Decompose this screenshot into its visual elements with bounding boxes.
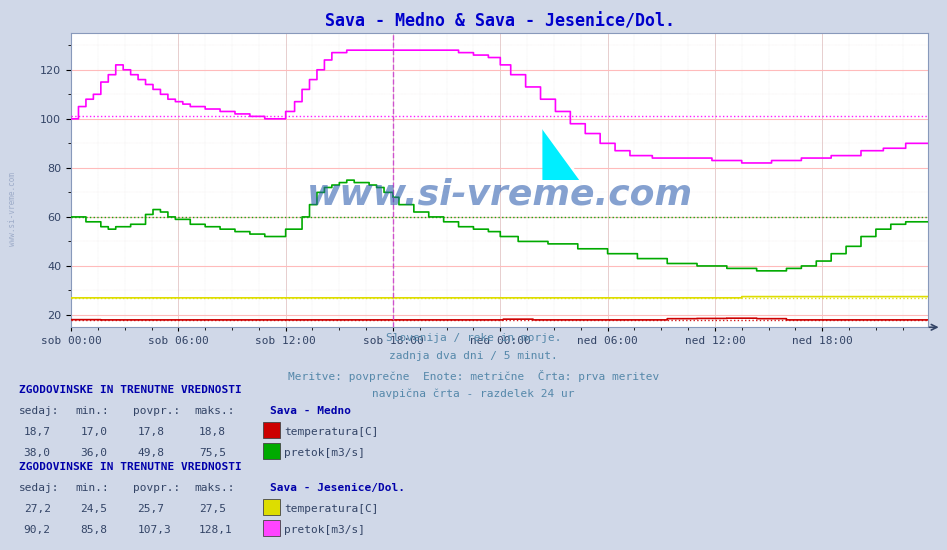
Text: min.:: min.:	[76, 483, 110, 493]
Text: 38,0: 38,0	[24, 448, 51, 458]
Text: sedaj:: sedaj:	[19, 406, 60, 416]
Text: Sava - Jesenice/Dol.: Sava - Jesenice/Dol.	[270, 483, 405, 493]
Text: 75,5: 75,5	[199, 448, 226, 458]
Text: 18,7: 18,7	[24, 427, 51, 437]
Text: www.si-vreme.com: www.si-vreme.com	[8, 172, 17, 246]
Title: Sava - Medno & Sava - Jesenice/Dol.: Sava - Medno & Sava - Jesenice/Dol.	[325, 12, 674, 30]
Text: ZGODOVINSKE IN TRENUTNE VREDNOSTI: ZGODOVINSKE IN TRENUTNE VREDNOSTI	[19, 462, 241, 472]
Text: 25,7: 25,7	[137, 504, 165, 514]
Text: 24,5: 24,5	[80, 504, 108, 514]
Text: 85,8: 85,8	[80, 525, 108, 535]
Text: maks.:: maks.:	[194, 483, 235, 493]
Text: pretok[m3/s]: pretok[m3/s]	[284, 448, 366, 458]
Text: Sava - Medno: Sava - Medno	[270, 406, 351, 416]
Text: 49,8: 49,8	[137, 448, 165, 458]
Text: zadnja dva dni / 5 minut.: zadnja dva dni / 5 minut.	[389, 351, 558, 361]
Text: povpr.:: povpr.:	[133, 406, 180, 416]
Text: 27,2: 27,2	[24, 504, 51, 514]
Text: 18,8: 18,8	[199, 427, 226, 437]
Text: min.:: min.:	[76, 406, 110, 416]
Text: temperatura[C]: temperatura[C]	[284, 427, 379, 437]
Polygon shape	[543, 127, 581, 180]
Text: povpr.:: povpr.:	[133, 483, 180, 493]
Text: navpična črta - razdelek 24 ur: navpična črta - razdelek 24 ur	[372, 388, 575, 399]
Text: 17,0: 17,0	[80, 427, 108, 437]
Text: 36,0: 36,0	[80, 448, 108, 458]
Text: pretok[m3/s]: pretok[m3/s]	[284, 525, 366, 535]
Text: 90,2: 90,2	[24, 525, 51, 535]
Text: 27,5: 27,5	[199, 504, 226, 514]
Text: temperatura[C]: temperatura[C]	[284, 504, 379, 514]
Text: sedaj:: sedaj:	[19, 483, 60, 493]
Text: 17,8: 17,8	[137, 427, 165, 437]
Text: Meritve: povprečne  Enote: metrične  Črta: prva meritev: Meritve: povprečne Enote: metrične Črta:…	[288, 370, 659, 382]
Text: maks.:: maks.:	[194, 406, 235, 416]
Text: ZGODOVINSKE IN TRENUTNE VREDNOSTI: ZGODOVINSKE IN TRENUTNE VREDNOSTI	[19, 385, 241, 395]
Text: Slovenija / reke in morje.: Slovenija / reke in morje.	[385, 333, 562, 343]
Text: 107,3: 107,3	[137, 525, 171, 535]
Text: www.si-vreme.com: www.si-vreme.com	[307, 178, 692, 212]
Text: 128,1: 128,1	[199, 525, 233, 535]
